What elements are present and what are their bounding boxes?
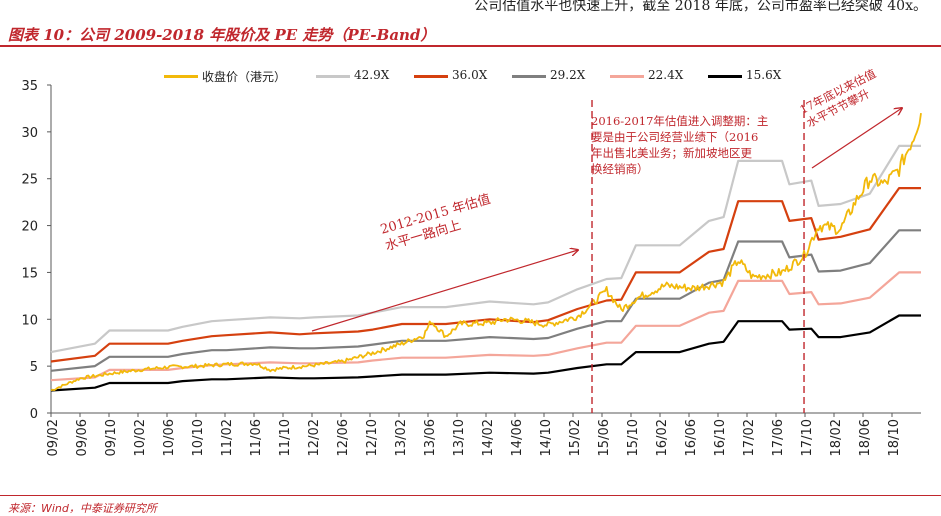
x-tick-label: 11/02 xyxy=(220,419,235,456)
title-rule xyxy=(0,45,941,47)
x-tick-label: 14/10 xyxy=(539,419,554,456)
series-line-15-6x xyxy=(50,314,921,392)
intro-sentence: 公司估值水平也快速上升，截至 2018 年底，公司市盈率已经突破 40x。 xyxy=(474,0,927,14)
series-line-close-price xyxy=(50,112,922,392)
series-line-36-0x xyxy=(50,187,921,363)
y-tick-label: 15 xyxy=(21,266,38,281)
legend-label-42-9x: 42.9X xyxy=(354,68,390,82)
annotation-line: 换经销商） xyxy=(591,162,649,176)
x-tick-label: 13/02 xyxy=(394,419,409,456)
legend-label-36-0x: 36.0X xyxy=(452,68,488,82)
legend-swatch-29-2x xyxy=(512,75,546,78)
x-tick-label: 13/10 xyxy=(452,419,467,456)
legend-label-29-2x: 29.2X xyxy=(550,68,586,82)
x-tick-label: 14/06 xyxy=(510,419,525,456)
footer-rule xyxy=(0,495,941,496)
legend-swatch-close-price xyxy=(164,75,198,78)
x-tick-label: 18/02 xyxy=(829,419,844,456)
x-tick-label: 09/06 xyxy=(75,419,90,456)
x-tick-label: 12/10 xyxy=(365,419,380,456)
x-tick-label: 09/10 xyxy=(104,419,119,456)
annotation-line: 要是由于公司经营业绩下（2016 xyxy=(591,130,759,144)
legend-swatch-36-0x xyxy=(414,75,448,78)
annotation-line: 2016-2017年估值进入调整期：主 xyxy=(591,114,769,128)
legend-swatch-42-9x xyxy=(316,75,350,78)
figure-title: 图表 10：公司 2009-2018 年股价及 PE 走势（PE-Band） xyxy=(8,26,436,44)
x-tick-label: 16/02 xyxy=(655,419,670,456)
x-tick-label: 16/10 xyxy=(713,419,728,456)
x-tick-label: 15/10 xyxy=(626,419,641,456)
x-tick-label: 17/02 xyxy=(742,419,757,456)
figure-header: 图表 10：公司 2009-2018 年股价及 PE 走势（PE-Band） xyxy=(0,24,941,47)
x-tick-label: 10/10 xyxy=(191,419,206,456)
annotation-adjustment-period: 2016-2017年估值进入调整期：主 要是由于公司经营业绩下（2016 年出售… xyxy=(591,113,768,177)
series-line-29-2x xyxy=(50,229,921,372)
trend-arrow-2012-2015 xyxy=(311,250,578,332)
source-note: 来源：Wind，中泰证券研究所 xyxy=(8,502,157,515)
y-tick-label: 5 xyxy=(30,360,38,375)
x-tick-label: 10/02 xyxy=(133,419,148,456)
x-tick-label: 09/02 xyxy=(46,419,61,456)
y-tick-label: 10 xyxy=(21,313,38,328)
x-tick-label: 12/06 xyxy=(336,419,351,456)
x-tick-label: 15/06 xyxy=(597,419,612,456)
series-line-22-4x xyxy=(50,271,921,382)
x-tick-label: 11/10 xyxy=(278,419,293,456)
x-tick-label: 14/02 xyxy=(481,419,496,456)
x-tick-label: 12/02 xyxy=(307,419,322,456)
x-tick-label: 17/10 xyxy=(800,419,815,456)
legend-label-22-4x: 22.4X xyxy=(648,68,684,82)
x-tick-label: 18/06 xyxy=(858,419,873,456)
y-tick-label: 0 xyxy=(30,407,38,422)
x-tick-label: 11/06 xyxy=(249,419,264,456)
x-tick-label: 18/10 xyxy=(887,419,902,456)
legend-label-15-6x: 15.6X xyxy=(746,68,782,82)
x-tick-label: 15/02 xyxy=(568,419,583,456)
legend-label-close-price: 收盘价（港元） xyxy=(202,70,287,84)
x-tick-label: 10/06 xyxy=(162,419,177,456)
legend-swatch-22-4x xyxy=(610,75,644,78)
y-tick-label: 20 xyxy=(21,220,38,235)
y-tick-label: 35 xyxy=(21,79,38,94)
y-tick-label: 30 xyxy=(21,126,38,141)
x-tick-label: 16/06 xyxy=(684,419,699,456)
x-tick-label: 13/06 xyxy=(423,419,438,456)
x-tick-label: 17/06 xyxy=(771,419,786,456)
y-tick-label: 25 xyxy=(21,173,38,188)
trend-arrow-2017-2018 xyxy=(811,108,902,169)
annotation-line: 年出售北美业务；新加坡地区更 xyxy=(591,146,752,160)
series-line-42-9x xyxy=(50,144,921,354)
legend-swatch-15-6x xyxy=(708,75,742,78)
